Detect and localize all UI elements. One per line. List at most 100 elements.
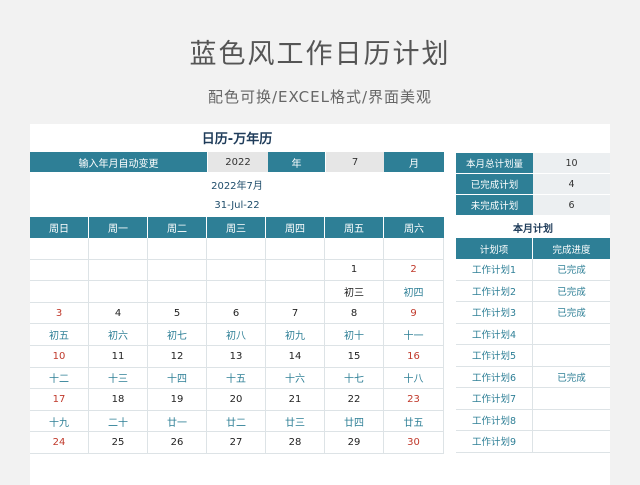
day-cell[interactable]: 22 [325,389,384,411]
lunar-date-cell[interactable]: 初九 [266,324,325,346]
date-display: 31-Jul-22 [214,199,260,211]
plan-item-header: 计划项 [456,238,533,259]
day-cell[interactable]: 29 [325,432,384,454]
day-cell[interactable]: 9 [384,302,444,325]
plan-item-name: 工作计划8 [456,409,533,431]
plan-item-name: 工作计划6 [456,366,533,388]
lunar-date-cell[interactable]: 十七 [325,367,384,390]
plan-item-name: 工作计划1 [456,259,533,281]
lunar-date-cell[interactable]: 初八 [207,324,266,346]
day-cell[interactable]: 14 [266,346,325,368]
plan-item-name: 工作计划7 [456,388,533,410]
plan-progress-cell[interactable]: 已完成 [533,281,610,302]
day-cell[interactable] [266,238,325,260]
day-cell[interactable] [266,281,325,303]
plan-progress-cell[interactable]: 已完成 [533,259,610,281]
plan-item-name: 工作计划2 [456,280,533,302]
lunar-date-cell[interactable]: 十四 [148,367,207,390]
day-cell[interactable] [30,238,89,260]
day-cell[interactable]: 18 [89,389,148,411]
day-cell[interactable] [266,259,325,282]
day-cell[interactable]: 1 [325,259,384,282]
weekday-header: 周日 [30,217,89,238]
day-cell[interactable]: 17 [30,389,89,411]
day-cell[interactable]: 15 [325,346,384,368]
plan-progress-cell[interactable] [533,345,610,367]
weekday-header: 周五 [325,217,384,238]
plans-heading: 本月计划 [513,223,553,235]
day-cell[interactable] [30,281,89,303]
lunar-date-cell[interactable]: 十三 [89,367,148,390]
day-cell[interactable] [325,238,384,260]
lunar-date-cell[interactable]: 廿三 [266,410,325,433]
day-cell[interactable]: 23 [384,389,444,411]
lunar-date-cell[interactable]: 廿五 [384,410,444,433]
day-cell[interactable]: 11 [89,346,148,368]
year-input[interactable]: 2022 [208,152,268,172]
day-cell[interactable] [89,238,148,260]
plan-progress-cell[interactable] [533,324,610,345]
plan-progress-header: 完成进度 [533,238,610,259]
page-subtitle: 配色可换/EXCEL格式/界面美观 [207,88,433,106]
day-cell[interactable] [207,259,266,282]
day-cell[interactable] [148,238,207,260]
day-cell[interactable]: 27 [207,432,266,454]
lunar-date-cell[interactable]: 十六 [266,367,325,390]
plan-progress-cell[interactable] [533,431,610,453]
lunar-date-cell[interactable]: 初四 [384,281,444,303]
plan-progress-cell[interactable]: 已完成 [533,302,610,324]
day-cell[interactable]: 3 [30,302,89,325]
day-cell[interactable]: 16 [384,346,444,368]
day-cell[interactable]: 24 [30,432,89,454]
day-cell[interactable]: 5 [148,302,207,325]
day-cell[interactable]: 8 [325,302,384,325]
lunar-date-cell[interactable]: 十一 [384,324,444,346]
day-cell[interactable]: 2 [384,259,444,282]
day-cell[interactable]: 28 [266,432,325,454]
lunar-date-cell[interactable]: 廿一 [148,410,207,433]
lunar-date-cell[interactable]: 十五 [207,367,266,390]
day-cell[interactable]: 21 [266,389,325,411]
day-cell[interactable]: 30 [384,432,444,454]
lunar-date-cell[interactable]: 初五 [30,324,89,346]
day-cell[interactable]: 初三 [325,281,384,303]
plan-item-name: 工作计划3 [456,302,533,324]
weekday-header: 周四 [266,217,325,238]
weekday-header: 周一 [89,217,148,238]
day-cell[interactable] [148,259,207,282]
day-cell[interactable] [207,238,266,260]
lunar-date-cell[interactable]: 廿四 [325,410,384,433]
day-cell[interactable] [207,281,266,303]
weekday-header: 周三 [207,217,266,238]
plan-progress-cell[interactable] [533,388,610,410]
auto-change-label: 输入年月自动变更 [30,152,208,172]
plan-progress-cell[interactable]: 已完成 [533,367,610,388]
day-cell[interactable] [89,281,148,303]
weekday-header: 周六 [384,217,444,238]
day-cell[interactable]: 13 [207,346,266,368]
year-month-display: 2022年7月 [211,180,263,192]
lunar-date-cell[interactable]: 十九 [30,410,89,433]
day-cell[interactable]: 6 [207,302,266,325]
lunar-date-cell[interactable]: 初七 [148,324,207,346]
lunar-date-cell[interactable]: 初十 [325,324,384,346]
day-cell[interactable]: 19 [148,389,207,411]
day-cell[interactable] [384,238,444,260]
month-input[interactable]: 7 [326,152,384,172]
day-cell[interactable]: 10 [30,346,89,368]
day-cell[interactable]: 25 [89,432,148,454]
day-cell[interactable] [89,259,148,282]
day-cell[interactable]: 12 [148,346,207,368]
lunar-date-cell[interactable]: 十二 [30,367,89,390]
lunar-date-cell[interactable]: 二十 [89,410,148,433]
plan-progress-cell[interactable] [533,410,610,431]
lunar-date-cell[interactable]: 十八 [384,367,444,390]
day-cell[interactable] [30,259,89,282]
lunar-date-cell[interactable]: 初六 [89,324,148,346]
day-cell[interactable]: 20 [207,389,266,411]
day-cell[interactable]: 7 [266,302,325,325]
day-cell[interactable]: 4 [89,302,148,325]
day-cell[interactable] [148,281,207,303]
lunar-date-cell[interactable]: 廿二 [207,410,266,433]
day-cell[interactable]: 26 [148,432,207,454]
